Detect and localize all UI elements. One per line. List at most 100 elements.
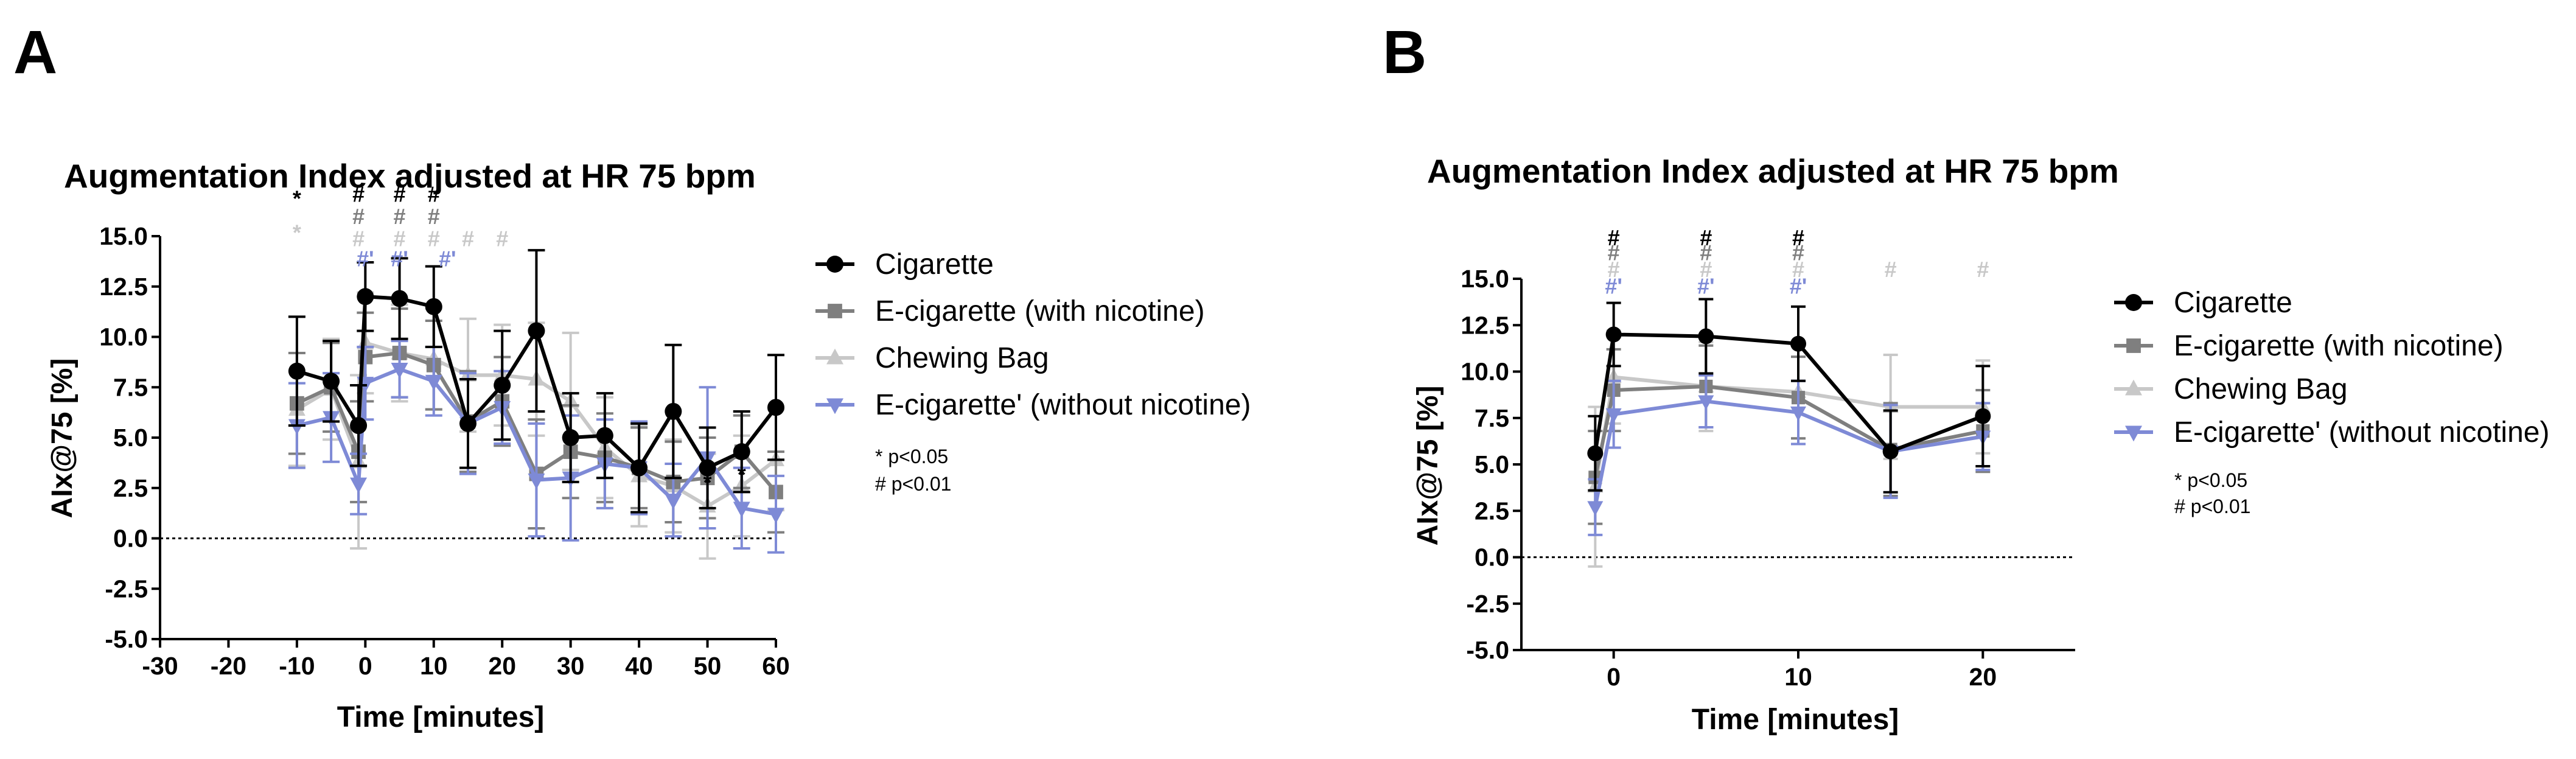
panel-b-data-point: [1975, 408, 1991, 424]
panel-a-data-point: [391, 290, 408, 307]
panel-b-y-tick-label: 15.0: [1461, 265, 1509, 293]
panel-a-data-point: [357, 288, 374, 306]
panel-a-significance-mark: *: [738, 462, 746, 487]
panel-a-x-tick-label: -20: [211, 652, 246, 680]
panel-b-significance-mark: #: [1700, 225, 1712, 250]
panel-b-label: B: [1383, 18, 1426, 86]
panel-a-note-p05: * p<0.05: [875, 446, 948, 467]
panel-b-plot-area: -5.0-2.50.02.55.07.510.012.515.00 10 20###…: [1461, 225, 2075, 691]
panel-a-x-tick-label: 40: [625, 652, 653, 680]
panel-a-data-point: [425, 374, 442, 391]
panel-a-legend-item-e-cigarette-without-nicotine: E-cigarette' (without nicotine): [815, 389, 1251, 421]
panel-a-y-tick-label: 0.0: [113, 525, 148, 553]
panel-a-significance-mark: *: [703, 470, 712, 495]
panel-a-significance-mark: #: [394, 226, 406, 251]
panel-b-y-tick-label: 5.0: [1475, 450, 1509, 478]
panel-b-data-point: [1790, 406, 1806, 421]
panel-b-significance-mark: #': [1790, 273, 1807, 298]
panel-a-series-line: [296, 367, 777, 516]
panel-a-significance-mark: *: [293, 186, 301, 211]
panel-b-series-line: [1593, 384, 1983, 478]
panel-a-y-tick-label: 7.5: [113, 373, 148, 401]
panel-b-data-point: [1698, 395, 1714, 410]
panel-a-x-tick-label: 60: [762, 652, 790, 680]
panel-a-data-point: [767, 399, 784, 416]
panel-a-significance-mark: #': [439, 247, 456, 271]
panel-b-data-point: [1698, 328, 1714, 345]
panel-a-x-tick-label: 50: [694, 652, 722, 680]
panel-a-legend-item-e-cigarette-with-nicotine: E-cigarette (with nicotine): [815, 295, 1205, 327]
panel-b-significance-mark: #': [1697, 273, 1715, 298]
panel-b-significance-mark: #: [1608, 240, 1620, 265]
panel-a-data-point: [288, 362, 305, 380]
panel-a-significance-mark: #': [391, 247, 408, 271]
panel-b-legend-item-e-cigarette-without-nicotine: E-cigarette' (without nicotine): [2114, 416, 2549, 449]
panel-b: B Augmentation Index adjusted at HR 75 b…: [1383, 18, 2549, 736]
panel-a-y-tick-label: -5.0: [105, 625, 148, 653]
panel-a-significance-mark: *: [293, 220, 301, 245]
panel-b-legend-label: Chewing Bag: [2174, 373, 2348, 405]
panel-a-x-tick-label: 0: [358, 652, 372, 680]
panel-a-significance-mark: #: [352, 182, 365, 207]
panel-b-legend-item-cigarette: Cigarette: [2114, 287, 2292, 319]
panel-b-data-point: [1790, 335, 1806, 352]
panel-b-legend-item-chewing-bag: Chewing Bag: [2114, 373, 2348, 405]
panel-b-data-point: [1605, 408, 1622, 423]
panel-b-y-tick-label: -2.5: [1466, 590, 1509, 618]
panel-b-x-tick-label: 20: [1969, 663, 1997, 691]
panel-b-series-cigarette: [1587, 298, 1991, 494]
panel-b-series-e-cigarette-without-nicotine: [1587, 374, 1991, 536]
panel-a-y-tick-label: 5.0: [113, 424, 148, 452]
panel-b-significance-mark: #: [1700, 257, 1712, 282]
panel-b-legend-marker: [2125, 379, 2142, 396]
panel-a-data-point: [323, 373, 340, 390]
panel-b-data-point: [1587, 445, 1604, 461]
panel-a-series-cigarette: [288, 249, 784, 514]
panel-a-data-point: [391, 362, 408, 379]
panel-a-data-point: [630, 459, 648, 477]
panel-b-significance-mark: #: [1977, 257, 1989, 282]
panel-a-data-point: [350, 417, 368, 435]
panel-a-x-tick-label: 30: [557, 652, 585, 680]
panel-a-significance-mark: #: [394, 204, 406, 229]
panel-a-data-point: [425, 298, 442, 315]
panel-b-y-tick-label: 12.5: [1461, 311, 1509, 339]
panel-a-legend-marker: [828, 304, 842, 318]
panel-b-significance-mark: #: [1700, 240, 1712, 265]
panel-a-significance-mark: #: [462, 226, 474, 251]
panel-a-legend-item-cigarette: Cigarette: [815, 248, 994, 281]
panel-a-significance-mark: #: [352, 226, 365, 251]
panel-a-significance-mark: #': [357, 247, 374, 271]
panel-a-y-tick-label: 10.0: [99, 323, 148, 351]
panel-a-data-point: [665, 402, 682, 420]
panel-a-y-tick-label: -2.5: [105, 575, 148, 603]
panel-b-significance-mark: #: [1792, 257, 1804, 282]
panel-b-significance-mark: #: [1885, 257, 1897, 282]
panel-a-y-tick-label: 2.5: [113, 474, 148, 502]
panel-a-data-point: [528, 322, 545, 340]
panel-a-note-p01: # p<0.01: [875, 473, 951, 495]
panel-b-significance-mark: #: [1608, 257, 1620, 282]
panel-b-series-line: [1593, 332, 1984, 454]
panel-a-x-tick-label: -30: [142, 652, 178, 680]
panel-b-legend-label: E-cigarette (with nicotine): [2174, 330, 2504, 362]
panel-a-legend-label: Cigarette: [875, 248, 994, 281]
panel-b-data-point: [1587, 501, 1604, 516]
panel-a-data-point: [596, 427, 613, 444]
panel-a-significance-mark: #: [428, 226, 440, 251]
panel-b-series-chewing-bag: [1587, 329, 1991, 568]
panel-a-x-axis-label: Time [minutes]: [337, 701, 545, 733]
panel-a-x-tick-label: -10: [279, 652, 315, 680]
panel-a-data-point: [665, 494, 682, 510]
panel-b-x-axis-label: Time [minutes]: [1692, 704, 1899, 736]
panel-a-data-point: [350, 477, 368, 494]
panel-a-data-point: [459, 414, 476, 432]
panel-b-legend-marker: [2125, 425, 2142, 442]
panel-b-y-tick-label: 2.5: [1475, 497, 1509, 525]
panel-b-title: Augmentation Index adjusted at HR 75 bpm: [1427, 152, 2119, 190]
panel-b-significance-mark: #: [1792, 240, 1804, 265]
panel-b-significance-mark: #: [1608, 225, 1620, 250]
panel-a-significance-mark: #: [428, 204, 440, 229]
panel-a-y-axis-label: AIx@75 [%]: [46, 359, 79, 519]
